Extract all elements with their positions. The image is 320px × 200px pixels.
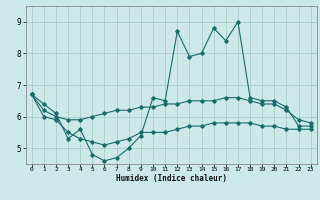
X-axis label: Humidex (Indice chaleur): Humidex (Indice chaleur)	[116, 174, 227, 183]
